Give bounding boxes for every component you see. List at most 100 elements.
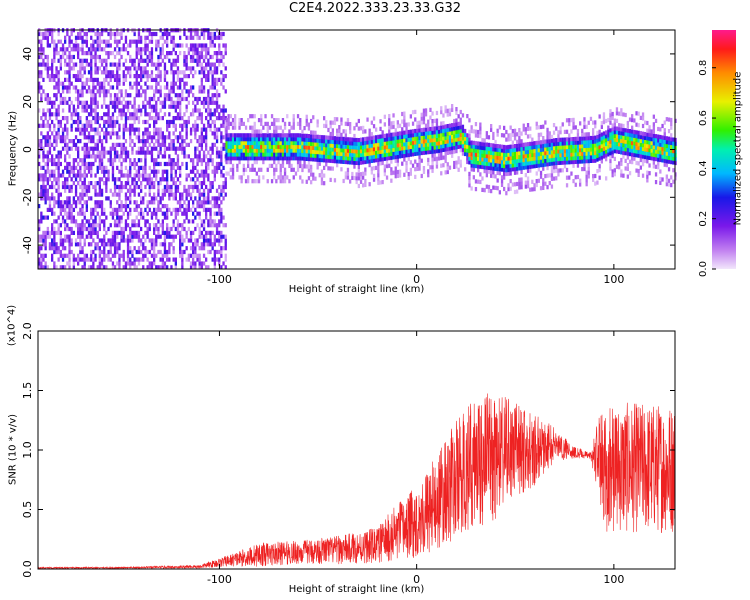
spectrogram-cell bbox=[64, 146, 67, 151]
spectrogram-cell bbox=[340, 159, 343, 164]
spectrogram-cell bbox=[174, 146, 177, 151]
spectrogram-cell bbox=[183, 154, 186, 159]
spectrogram-cell bbox=[157, 54, 160, 60]
spectrogram-cell bbox=[176, 223, 180, 228]
spectrogram-cell bbox=[198, 142, 201, 147]
spectrogram-cell bbox=[90, 223, 93, 228]
spectrogram-cell bbox=[587, 159, 590, 164]
spectrogram-cell bbox=[518, 147, 521, 152]
spectrogram-cell bbox=[157, 154, 160, 159]
spectrogram-cell bbox=[51, 77, 54, 82]
spectrogram-cell bbox=[64, 123, 67, 128]
spectrogram-cell bbox=[227, 121, 230, 126]
spectrogram-cell bbox=[122, 127, 125, 132]
spectrogram-cell bbox=[155, 223, 158, 228]
spectrogram-cell bbox=[129, 93, 132, 98]
spectrogram-cell bbox=[583, 124, 586, 129]
spectrogram-cell bbox=[329, 154, 332, 160]
spectrogram-cell bbox=[444, 139, 447, 144]
spectrogram-cell bbox=[46, 165, 49, 170]
spectrogram-cell bbox=[135, 116, 138, 121]
spectrogram-cell bbox=[552, 168, 556, 174]
spectrogram-cell bbox=[427, 119, 430, 124]
spectrogram-cell bbox=[318, 154, 321, 159]
spectrogram-cell bbox=[288, 160, 291, 165]
spectrogram-cell bbox=[174, 161, 177, 167]
spectrogram-cell bbox=[435, 164, 439, 169]
spectrogram-cell bbox=[333, 159, 337, 164]
spectrogram-cell bbox=[563, 156, 567, 161]
spectrogram-cell bbox=[198, 139, 201, 144]
spectrogram-cell bbox=[100, 161, 104, 167]
spectrogram-cell bbox=[129, 200, 132, 205]
spectrogram-cell bbox=[183, 123, 186, 128]
spectrogram-cell bbox=[420, 143, 423, 148]
spectrogram-cell bbox=[513, 151, 517, 156]
spectrogram-cell bbox=[124, 146, 128, 151]
spectrogram-cell bbox=[381, 134, 384, 139]
spectrogram-cell bbox=[57, 89, 60, 94]
spectrogram-cell bbox=[142, 100, 145, 105]
spectrogram-cell bbox=[133, 257, 136, 262]
spectrogram-cell bbox=[524, 127, 527, 132]
spectrogram-cell bbox=[598, 175, 601, 180]
spectrogram-cell bbox=[211, 150, 214, 155]
spectrogram-cell bbox=[403, 119, 406, 124]
spectrogram-cell bbox=[142, 150, 145, 155]
spectrogram-cell bbox=[518, 128, 521, 133]
spectrogram-cell bbox=[546, 131, 549, 136]
spectrogram-cell bbox=[131, 139, 134, 144]
spectrogram-cell bbox=[185, 58, 188, 63]
spectrogram-cell bbox=[299, 125, 302, 130]
spectrogram-cell bbox=[161, 226, 164, 232]
spectrogram-cell bbox=[98, 43, 101, 48]
spectrogram-cell bbox=[202, 188, 206, 193]
spectrogram-cell bbox=[207, 119, 210, 125]
spectrogram-cell bbox=[220, 35, 223, 40]
spectrogram-cell bbox=[257, 118, 261, 123]
spectrogram-cell bbox=[240, 152, 243, 157]
spectrogram-cell bbox=[55, 70, 58, 75]
spectrogram-cell bbox=[372, 158, 376, 163]
spectrogram-cell bbox=[192, 249, 195, 255]
spectrogram-cell bbox=[281, 129, 285, 134]
spectrogram-cell bbox=[229, 175, 232, 180]
spectrogram-cell bbox=[446, 162, 449, 167]
spectrogram-cell bbox=[416, 151, 419, 156]
spectrogram-cell bbox=[126, 93, 130, 98]
spectrogram-cell bbox=[323, 139, 326, 144]
spectrogram-cell bbox=[411, 148, 415, 153]
spectrogram-cell bbox=[174, 181, 177, 186]
spectrogram-cell bbox=[327, 166, 330, 171]
spectrogram-cell bbox=[225, 133, 228, 138]
spectrogram-cell bbox=[200, 89, 203, 94]
spectrogram-cell bbox=[135, 89, 138, 94]
spectrogram-cell bbox=[563, 129, 567, 134]
spectrogram-cell bbox=[301, 141, 304, 146]
spectrogram-cell bbox=[535, 159, 538, 165]
spectrogram-cell bbox=[411, 140, 415, 145]
spectrogram-cell bbox=[557, 153, 560, 158]
spectrogram-cell bbox=[202, 85, 206, 90]
spectrogram-cell bbox=[310, 130, 313, 135]
spectrogram-cell bbox=[100, 146, 104, 151]
spectrogram-cell bbox=[126, 246, 130, 251]
spectrogram-cell bbox=[81, 161, 84, 167]
spectrogram-cell bbox=[275, 148, 278, 153]
spectrogram-cell bbox=[59, 123, 62, 128]
spectrogram-cell bbox=[262, 156, 265, 161]
spectrogram-cell bbox=[40, 246, 43, 251]
spectrogram-cell bbox=[159, 135, 162, 140]
spectrogram-cell bbox=[403, 142, 406, 147]
spectrogram-cell bbox=[133, 62, 136, 67]
spectrogram-cell bbox=[68, 74, 71, 79]
spectrogram-cell bbox=[66, 127, 69, 132]
spectrogram-cell bbox=[236, 148, 239, 153]
spectrogram-cell bbox=[48, 207, 52, 212]
spectrogram-cell bbox=[113, 100, 117, 105]
spectrogram-cell bbox=[227, 144, 230, 149]
spectrogram-cell bbox=[349, 179, 352, 184]
spectrogram-cell bbox=[303, 152, 306, 157]
spectrogram-cell bbox=[135, 112, 138, 117]
spectrogram-cell bbox=[301, 167, 304, 173]
